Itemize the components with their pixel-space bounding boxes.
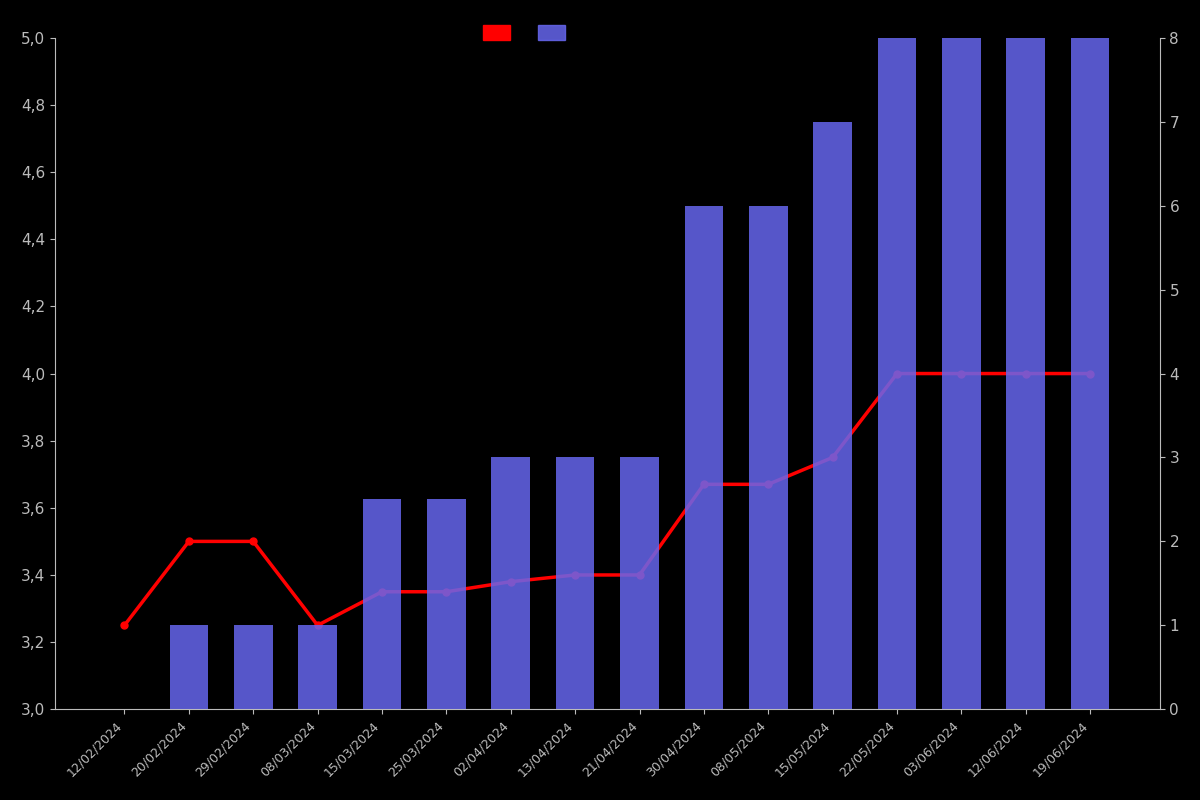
Bar — [942, 38, 980, 710]
Bar — [169, 626, 208, 710]
Bar — [492, 458, 530, 710]
Bar — [299, 626, 337, 710]
Bar — [556, 458, 594, 710]
Bar — [814, 122, 852, 710]
Legend: , : , — [476, 18, 583, 47]
Bar — [684, 206, 724, 710]
Bar — [1070, 38, 1110, 710]
Bar — [234, 626, 272, 710]
Bar — [362, 499, 401, 710]
Bar — [1007, 38, 1045, 710]
Bar — [620, 458, 659, 710]
Bar — [427, 499, 466, 710]
Bar — [877, 38, 917, 710]
Bar — [749, 206, 787, 710]
